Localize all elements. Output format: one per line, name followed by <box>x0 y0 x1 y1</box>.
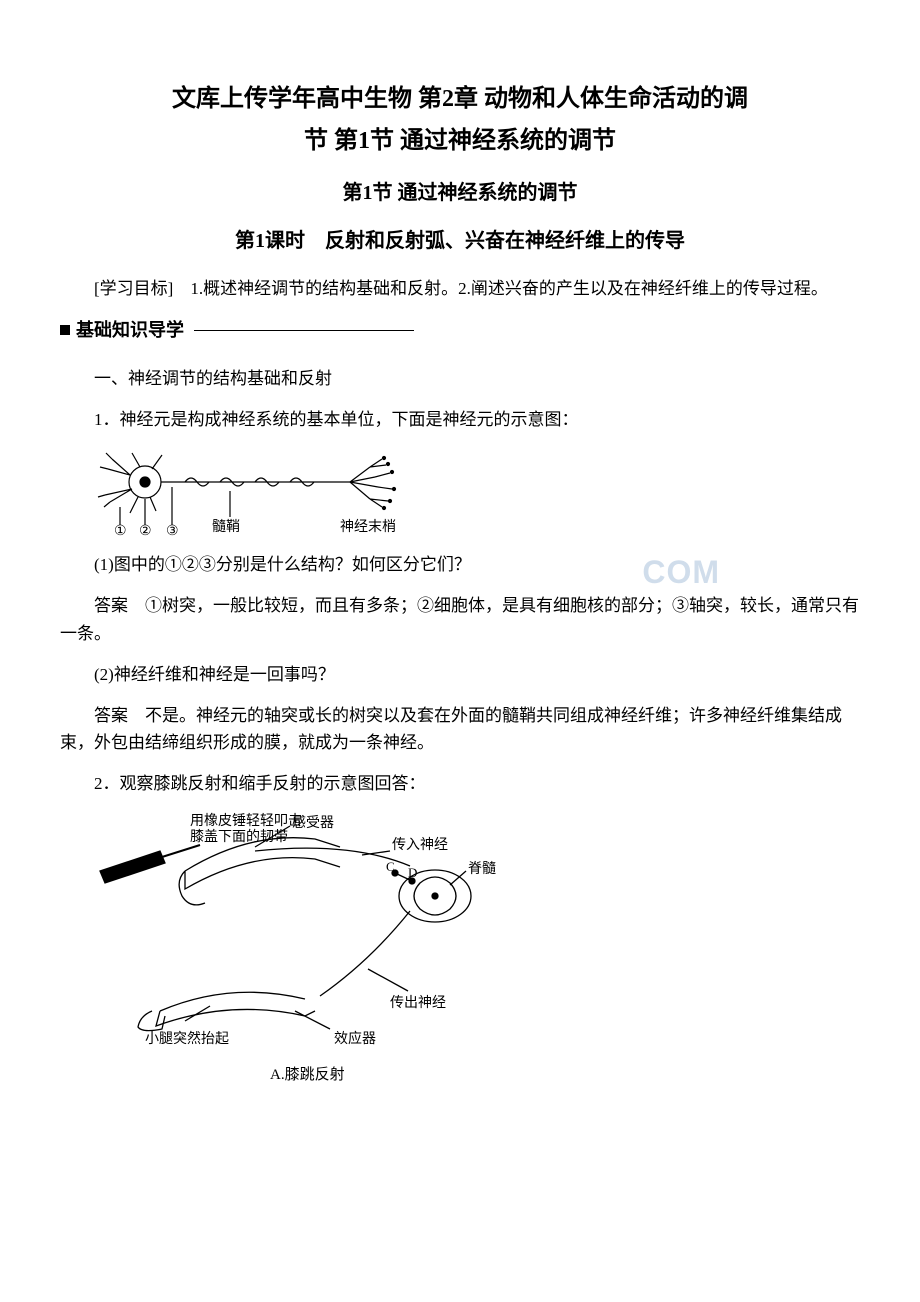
reflex-figure: 用橡皮锤轻轻叩击 膝盖下面的韧带 感受器 传入神经 C D 脊髓 小腿突然抬起 … <box>90 811 860 1101</box>
reflex-label-efferent: 传出神经 <box>390 995 446 1011</box>
neuron-label-terminal: 神经末梢 <box>340 519 396 535</box>
neuron-label-3: ③ <box>166 524 179 537</box>
neuron-figure: ① ② ③ 髓鞘 神经末梢 <box>90 447 860 537</box>
answer-1: 答案 ①树突，一般比较短，而且有多条；②细胞体，是具有细胞核的部分；③轴突，较长… <box>60 592 860 646</box>
answer-2: 答案 不是。神经元的轴突或长的树突以及套在外面的髓鞘共同组成神经纤维；许多神经纤… <box>60 702 860 756</box>
neuron-label-2: ② <box>139 524 152 537</box>
banner-square-icon <box>60 325 70 335</box>
reflex-label-c: C <box>386 859 395 874</box>
question-1-text: (1)图中的①②③分别是什么结构？如何区分它们？ <box>94 555 471 574</box>
banner-text: 基础知识导学 <box>76 316 184 345</box>
heading-part-a: 一、神经调节的结构基础和反射 <box>60 365 860 392</box>
learning-objectives: [学习目标] 1.概述神经调节的结构基础和反射。2.阐述兴奋的产生以及在神经纤维… <box>60 275 860 302</box>
paragraph-1: 1．神经元是构成神经系统的基本单位，下面是神经元的示意图： <box>60 406 860 433</box>
question-2: (2)神经纤维和神经是一回事吗？ <box>60 661 860 688</box>
lesson-title: 第1课时 反射和反射弧、兴奋在神经纤维上的传导 <box>60 225 860 257</box>
neuron-label-1: ① <box>114 524 127 537</box>
banner-line <box>194 330 414 331</box>
reflex-label-effector: 效应器 <box>334 1030 376 1047</box>
doc-title-line1: 文库上传学年高中生物 第2章 动物和人体生命活动的调 <box>60 80 860 118</box>
section-banner: 基础知识导学 <box>60 316 860 345</box>
paragraph-2: 2．观察膝跳反射和缩手反射的示意图回答： <box>60 770 860 797</box>
reflex-label-afferent: 传入神经 <box>392 837 448 853</box>
reflex-label-leg: 小腿突然抬起 <box>145 1030 229 1047</box>
reflex-label-ligament: 膝盖下面的韧带 <box>190 829 288 845</box>
doc-title-line2: 节 第1节 通过神经系统的调节 <box>60 122 860 160</box>
question-1: (1)图中的①②③分别是什么结构？如何区分它们？ COM <box>60 551 860 578</box>
watermark-text: COM <box>608 547 720 598</box>
neuron-label-myelin: 髓鞘 <box>212 519 240 535</box>
section-subtitle: 第1节 通过神经系统的调节 <box>60 177 860 209</box>
reflex-caption: A.膝跳反射 <box>270 1066 345 1083</box>
reflex-label-d: D <box>408 865 417 880</box>
reflex-label-receptor: 感受器 <box>292 814 334 831</box>
reflex-label-spinal: 脊髓 <box>468 861 496 877</box>
reflex-label-hammer: 用橡皮锤轻轻叩击 <box>190 813 302 829</box>
